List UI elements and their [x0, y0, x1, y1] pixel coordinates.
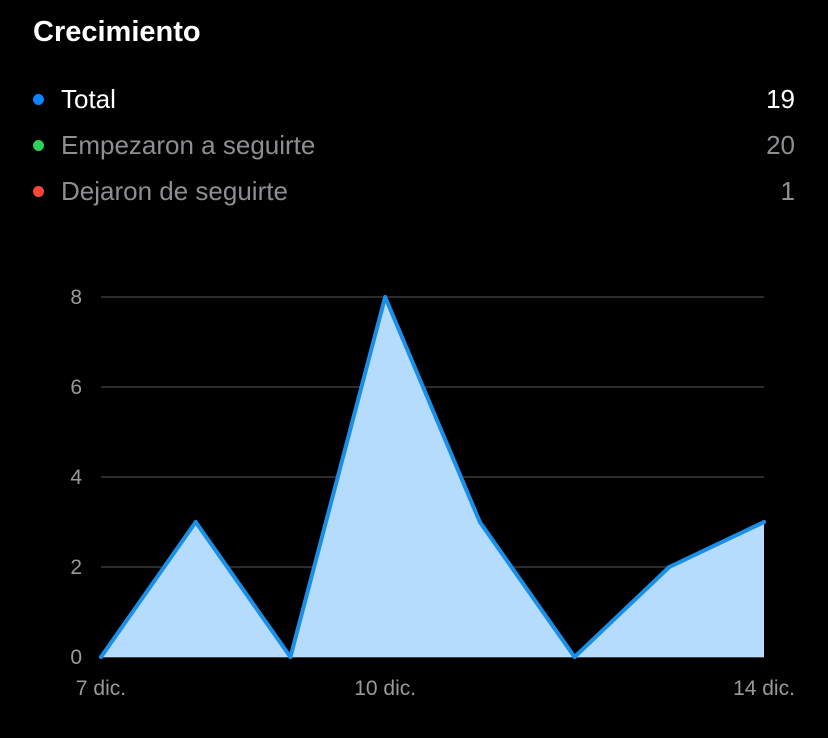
- legend-item-new-followers[interactable]: Empezaron a seguirte 20: [33, 122, 795, 168]
- data-point: [383, 295, 388, 299]
- legend-value-unfollowers: 1: [780, 175, 795, 206]
- legend-label-total: Total: [61, 83, 116, 114]
- y-tick-label: 2: [70, 556, 82, 579]
- legend-item-unfollowers[interactable]: Dejaron de seguirte 1: [33, 168, 795, 214]
- legend-label-new-followers: Empezaron a seguirte: [61, 129, 316, 160]
- total-dot-icon: [33, 93, 44, 105]
- y-tick-label: 6: [70, 376, 82, 399]
- new-followers-dot-icon: [33, 139, 44, 151]
- legend: Total 19 Empezaron a seguirte 20 Dejaron…: [33, 76, 795, 214]
- legend-value-new-followers: 20: [766, 129, 795, 160]
- series-line: [99, 295, 766, 659]
- chart-title: Crecimiento: [33, 16, 201, 48]
- data-point: [477, 520, 482, 524]
- x-tick-label: 7 dic.: [76, 677, 126, 700]
- y-tick-label: 4: [70, 466, 82, 489]
- data-point: [99, 655, 103, 659]
- legend-value-total: 19: [766, 83, 795, 114]
- unfollowers-dot-icon: [33, 185, 44, 197]
- data-point: [762, 520, 766, 524]
- legend-label-unfollowers: Dejaron de seguirte: [61, 175, 288, 206]
- legend-item-total[interactable]: Total 19: [33, 76, 795, 122]
- data-point: [667, 565, 672, 569]
- data-point: [193, 520, 198, 524]
- data-point: [288, 655, 293, 659]
- data-point: [572, 655, 577, 659]
- y-tick-label: 0: [70, 646, 82, 669]
- x-tick-label: 14 dic.: [733, 677, 795, 700]
- y-tick-label: 8: [70, 286, 82, 309]
- series-area: [101, 297, 764, 657]
- x-tick-label: 10 dic.: [354, 677, 416, 700]
